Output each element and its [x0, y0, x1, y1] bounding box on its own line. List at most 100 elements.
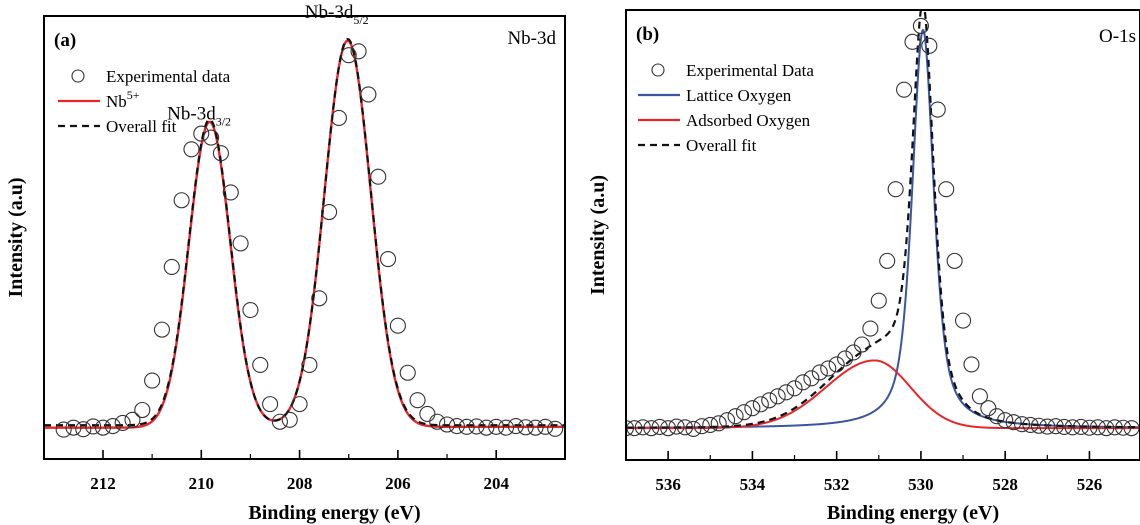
data-point	[820, 360, 837, 377]
x-tick-label: 532	[824, 475, 850, 494]
data-point	[862, 320, 879, 337]
data-point	[786, 380, 803, 397]
data-point	[710, 415, 727, 432]
data-point	[685, 420, 702, 437]
legend-label-text: Experimental data	[106, 67, 231, 86]
data-point	[1030, 417, 1047, 434]
data-point	[311, 290, 328, 307]
data-point	[321, 203, 338, 221]
data-point	[507, 418, 524, 435]
data-point	[1047, 418, 1064, 435]
data-point	[75, 421, 92, 438]
plot-frame	[625, 9, 1140, 461]
data-point	[778, 384, 795, 401]
series-line-overall-fit	[44, 37, 565, 427]
data-point	[360, 86, 377, 103]
legend-label: Nb5+	[106, 88, 140, 111]
data-point	[65, 419, 82, 436]
data-point	[527, 419, 544, 436]
x-axis-label: Binding energy (eV)	[248, 502, 420, 524]
data-point	[1115, 419, 1132, 436]
data-point	[1081, 419, 1098, 436]
data-point	[94, 419, 112, 436]
data-point	[419, 405, 436, 422]
data-point	[497, 419, 515, 436]
peak-annotation-sub: 5/2	[353, 13, 368, 27]
data-point	[668, 418, 685, 435]
panel-b-o1s: 536 534 532 530 528 526 Binding energy (eV) Int…	[587, 9, 1140, 524]
data-point	[429, 413, 446, 430]
data-point	[448, 418, 465, 435]
legend-label: Overall fit	[686, 136, 757, 155]
data-point	[837, 350, 854, 367]
data-point	[811, 364, 828, 381]
data-point	[438, 416, 456, 433]
data-point	[1056, 418, 1073, 436]
data-point	[752, 396, 769, 413]
x-tick-label: 534	[740, 475, 766, 494]
data-point	[896, 81, 913, 98]
data-point	[651, 418, 668, 436]
legend-marker-circle	[71, 69, 85, 83]
data-point	[988, 408, 1005, 425]
data-point	[870, 292, 887, 309]
x-tick-label: 536	[655, 475, 681, 494]
data-point	[409, 392, 426, 409]
data-point	[1064, 419, 1081, 436]
data-point	[517, 419, 534, 436]
legend-label: Overall fit	[106, 117, 177, 136]
data-point	[242, 301, 259, 319]
data-point	[232, 235, 249, 252]
x-tick-label: 210	[189, 474, 215, 493]
peak-annotation: Nb-3d5/2	[305, 2, 369, 27]
data-point	[1022, 416, 1039, 434]
data-point	[144, 372, 161, 389]
data-point	[134, 401, 151, 419]
data-point	[212, 145, 229, 162]
plot-frame	[43, 15, 566, 460]
peak-annotation-main: Nb-3d	[167, 104, 216, 125]
data-point	[389, 317, 406, 334]
x-tick-label: 204	[483, 474, 509, 493]
plot-area	[626, 10, 1140, 437]
data-point	[938, 181, 955, 198]
data-point	[262, 396, 279, 413]
data-point	[104, 418, 121, 435]
data-point	[879, 252, 896, 269]
data-point	[853, 336, 870, 353]
x-tick-label: 212	[90, 474, 116, 493]
data-point	[626, 420, 635, 437]
data-point	[1013, 416, 1031, 433]
legend-label-text: Adsorbed Oxygen	[686, 111, 811, 130]
legend-label: Adsorbed Oxygen	[686, 111, 811, 130]
panel-corner-label: O-1s	[1099, 26, 1136, 47]
data-point	[997, 412, 1014, 429]
plot-area	[44, 37, 565, 438]
data-point	[85, 418, 102, 435]
data-point	[735, 404, 753, 421]
panel-a-nb3d: 212 210 208 206 204 Binding energy (eV) Intens…	[5, 2, 566, 524]
data-point	[478, 419, 495, 436]
data-point	[828, 356, 845, 373]
data-point	[399, 364, 416, 381]
data-point	[634, 419, 651, 436]
legend-label: Experimental data	[106, 67, 231, 86]
data-point	[458, 418, 475, 435]
x-tick-label: 530	[908, 475, 934, 494]
legend-label-text: Overall fit	[686, 136, 757, 155]
legend-label: Lattice Oxygen	[686, 86, 792, 105]
data-point	[222, 184, 239, 201]
y-axis-label: Intensity (a.u)	[587, 175, 609, 295]
data-point	[350, 43, 367, 60]
data-point	[173, 192, 190, 209]
data-point	[1005, 414, 1022, 431]
legend-label-text: Overall fit	[106, 117, 177, 136]
data-point	[963, 356, 980, 373]
data-point	[1039, 418, 1056, 435]
x-tick-label: 528	[992, 475, 1018, 494]
data-point	[676, 419, 694, 436]
data-point	[1098, 420, 1115, 437]
data-point	[271, 413, 288, 430]
data-point	[1106, 419, 1123, 436]
data-point	[380, 251, 397, 268]
